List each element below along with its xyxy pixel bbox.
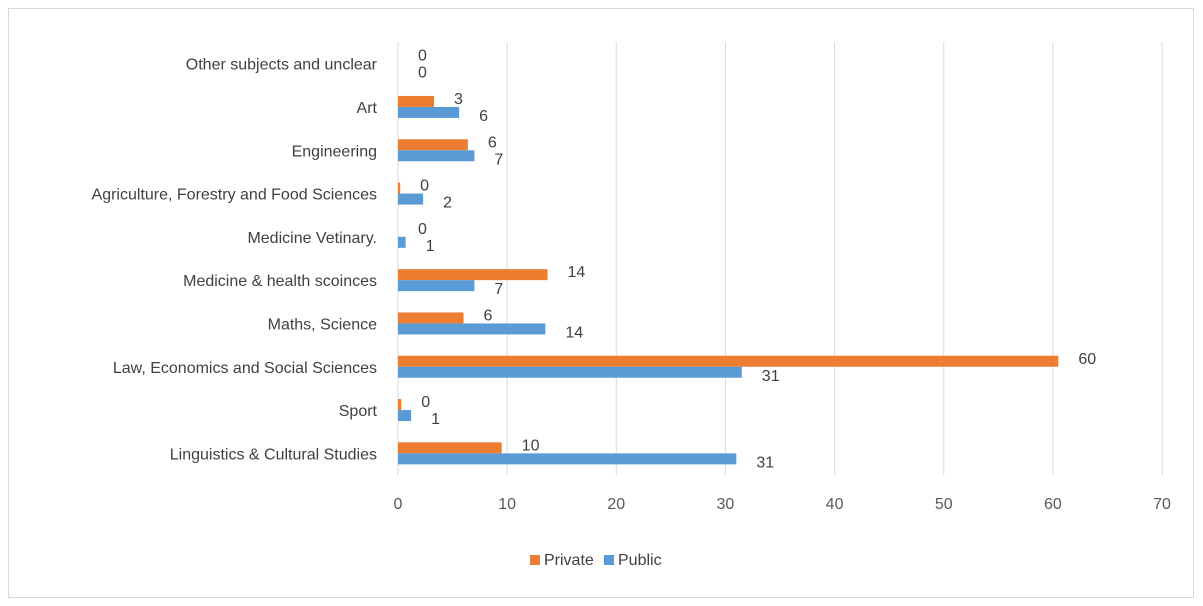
x-tick-label: 0 [394, 496, 403, 513]
data-label: 31 [756, 454, 774, 471]
x-axis-ticks: 0 10 20 30 40 50 60 70 [394, 496, 1171, 513]
data-label: 60 [1078, 351, 1096, 368]
data-label: 31 [762, 368, 780, 385]
bar-public [398, 453, 737, 465]
data-label: 6 [479, 108, 488, 125]
data-label: 6 [483, 307, 492, 324]
data-label: 3 [454, 91, 463, 108]
category-label: Maths, Science [268, 316, 377, 333]
data-label: 7 [494, 151, 503, 168]
data-label: 1 [431, 411, 440, 428]
data-label: 6 [488, 134, 497, 151]
data-label: 1 [426, 238, 435, 255]
chart-frame [8, 8, 1194, 598]
legend-swatch-private [530, 555, 540, 565]
category-label: Art [357, 100, 378, 117]
data-label: 0 [418, 48, 427, 65]
bar-private [398, 139, 468, 151]
data-label: 14 [568, 264, 586, 281]
category-label: Agriculture, Forestry and Food Sciences [92, 187, 377, 204]
bar-public [398, 280, 475, 292]
bar-private [398, 399, 402, 411]
category-labels: Linguistics & Cultural Studies Sport Law, … [92, 57, 378, 464]
bar-private [398, 442, 502, 454]
legend-label-public: Public [618, 552, 662, 569]
data-label: 0 [418, 221, 427, 238]
bar-public [398, 236, 406, 248]
bars [398, 95, 1059, 465]
bar-private [398, 355, 1059, 367]
x-tick-label: 30 [717, 496, 735, 513]
x-tick-label: 20 [607, 496, 625, 513]
category-label: Linguistics & Cultural Studies [170, 446, 377, 463]
category-label: Other subjects and unclear [186, 57, 378, 74]
x-tick-label: 70 [1153, 496, 1171, 513]
data-label: 7 [494, 281, 503, 298]
data-label: 0 [421, 394, 430, 411]
bar-public [398, 323, 546, 335]
gridlines [397, 42, 1163, 475]
bar-private [398, 95, 435, 107]
category-label: Medicine Vetinary. [247, 230, 377, 247]
data-label: 0 [420, 178, 429, 195]
category-label: Medicine & health scoinces [183, 273, 377, 290]
category-label: Engineering [292, 143, 377, 160]
x-tick-label: 60 [1044, 496, 1062, 513]
data-label: 10 [522, 437, 540, 454]
bar-public [398, 366, 742, 378]
x-tick-label: 40 [826, 496, 844, 513]
bar-private [398, 269, 548, 281]
bar-public [398, 106, 460, 118]
data-label: 14 [565, 324, 583, 341]
data-label: 0 [418, 65, 427, 82]
legend: Private Public [530, 552, 662, 569]
bar-private [398, 312, 464, 324]
bar-public [398, 410, 412, 422]
category-label: Sport [339, 403, 378, 420]
bar-public [398, 150, 475, 162]
x-tick-label: 50 [935, 496, 953, 513]
bar-private [398, 182, 401, 194]
category-label: Law, Economics and Social Sciences [113, 360, 377, 377]
legend-swatch-public [604, 555, 614, 565]
data-label: 2 [443, 195, 452, 212]
legend-label-private: Private [544, 552, 594, 569]
bar-public [398, 193, 424, 205]
x-tick-label: 10 [498, 496, 516, 513]
